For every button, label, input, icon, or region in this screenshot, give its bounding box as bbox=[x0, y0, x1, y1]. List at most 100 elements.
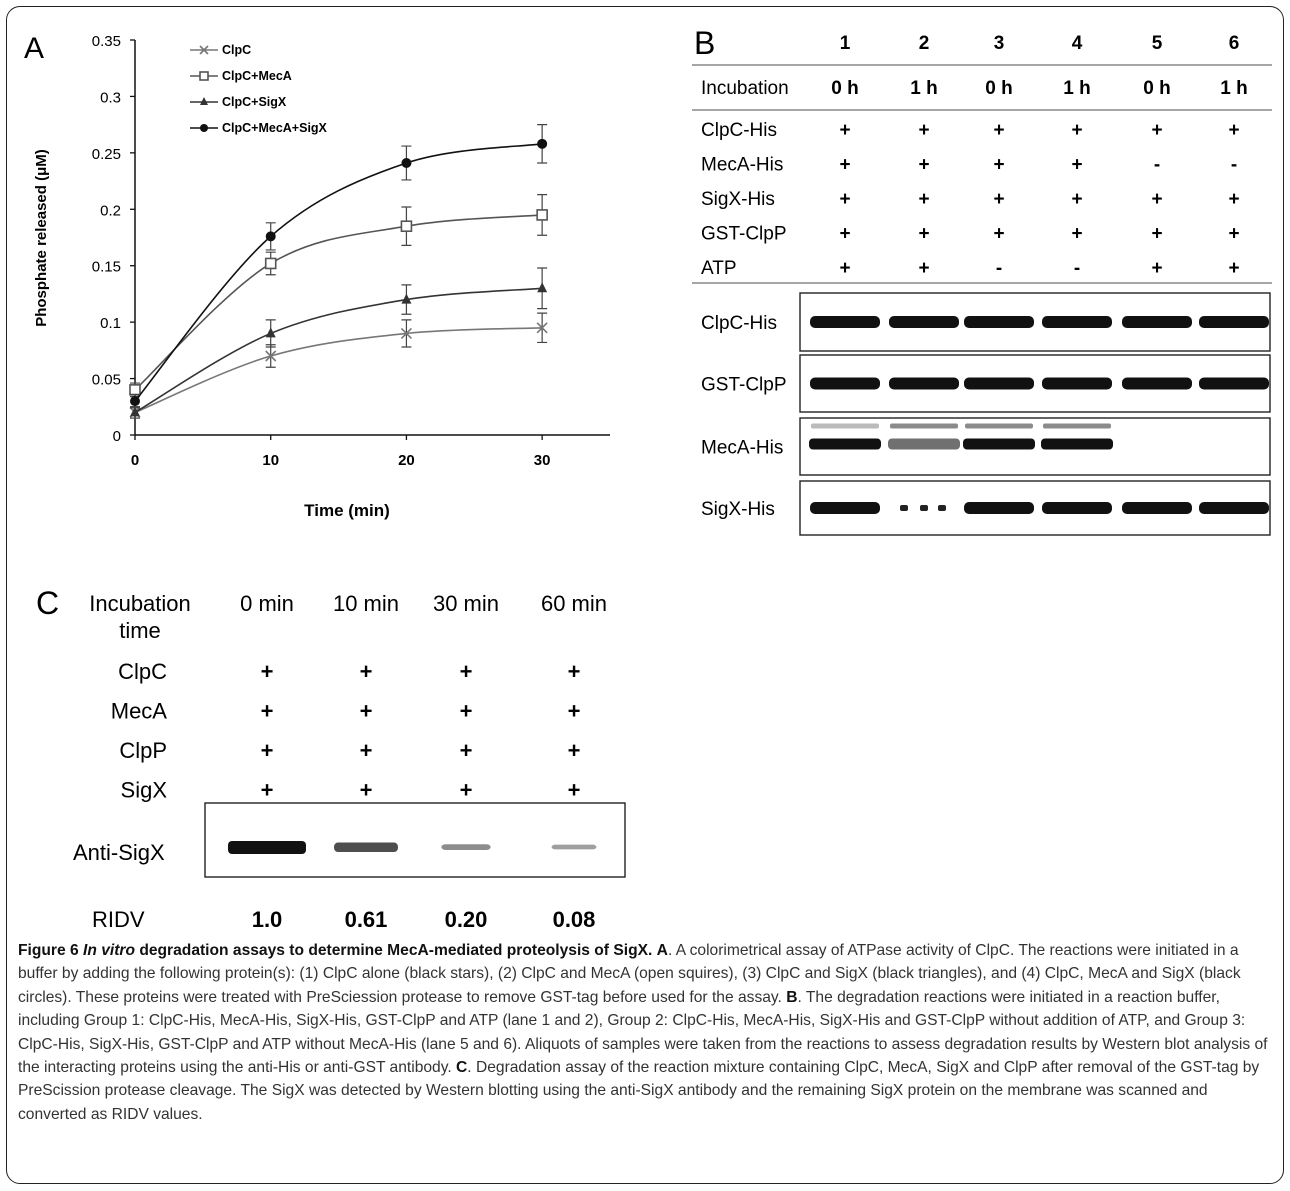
y-tick-label: 0.35 bbox=[92, 33, 121, 50]
ridv-value: 0.20 bbox=[445, 907, 488, 932]
reagent-value: + bbox=[993, 155, 1004, 176]
panel-b-letter: B bbox=[694, 25, 715, 61]
reagent-value: - bbox=[996, 258, 1002, 279]
data-point bbox=[400, 220, 413, 233]
ridv-value: 1.0 bbox=[252, 907, 283, 932]
reagent-value: + bbox=[839, 155, 850, 176]
incubation-value: 0 h bbox=[985, 78, 1012, 99]
lane-number: 1 bbox=[840, 33, 851, 54]
blot-label: GST-ClpP bbox=[701, 375, 787, 396]
y-tick-label: 0.2 bbox=[100, 202, 121, 219]
blot-band bbox=[1042, 377, 1112, 390]
lane-number: 4 bbox=[1072, 33, 1083, 54]
data-point bbox=[199, 45, 209, 55]
blot-band bbox=[1199, 316, 1269, 328]
series-line bbox=[134, 214, 543, 391]
reagent-value: + bbox=[568, 778, 581, 803]
data-point bbox=[264, 257, 277, 270]
data-point bbox=[536, 209, 548, 221]
series-line bbox=[134, 326, 543, 414]
reagent-value: + bbox=[1228, 224, 1239, 245]
caption-title-italic: In vitro bbox=[83, 942, 135, 959]
lane-number: 3 bbox=[994, 33, 1005, 54]
blot-band bbox=[964, 377, 1034, 390]
reagent-value: + bbox=[839, 120, 850, 141]
panel-a-series bbox=[129, 124, 548, 419]
y-tick-label: 0.1 bbox=[100, 315, 121, 332]
reagent-value: - bbox=[1154, 155, 1160, 176]
series-line bbox=[134, 143, 543, 402]
data-point bbox=[129, 384, 141, 396]
ridv-values: 1.0 0.61 0.20 0.08 bbox=[252, 907, 596, 932]
blot-band-upper bbox=[965, 423, 1033, 429]
data-point bbox=[401, 158, 412, 169]
x-axis-label: Time (min) bbox=[304, 501, 390, 520]
blot-band bbox=[964, 316, 1034, 328]
reagent-value: + bbox=[918, 224, 929, 245]
reagent-label: ClpC-His bbox=[701, 120, 777, 141]
reagent-value: + bbox=[918, 120, 929, 141]
caption-c-text: . Degradation assay of the reaction mixt… bbox=[18, 1059, 1260, 1123]
blot-band bbox=[889, 377, 959, 390]
incubation-value: 1 h bbox=[1220, 78, 1247, 99]
blot-frame bbox=[204, 802, 626, 878]
panel-c-incubation-label-2: time bbox=[119, 618, 161, 643]
legend-label: ClpC+MecA bbox=[222, 69, 292, 83]
data-point bbox=[199, 71, 209, 81]
reagent-value: + bbox=[1228, 189, 1239, 210]
reagent-label: MecA-His bbox=[701, 155, 783, 176]
incubation-value: 0 h bbox=[831, 78, 858, 99]
reagent-value: + bbox=[460, 738, 473, 763]
time-label: 10 min bbox=[333, 591, 399, 616]
reagent-value: + bbox=[360, 778, 373, 803]
incubation-value: 1 h bbox=[1063, 78, 1090, 99]
time-label: 0 min bbox=[240, 591, 294, 616]
blot-band bbox=[1199, 377, 1269, 390]
reagent-value: + bbox=[1151, 189, 1162, 210]
reagent-value: + bbox=[1071, 224, 1082, 245]
time-label: 60 min bbox=[541, 591, 607, 616]
blot-band bbox=[1042, 502, 1112, 514]
legend-label: ClpC+MecA+SigX bbox=[222, 121, 328, 135]
legend-label: ClpC+SigX bbox=[222, 95, 287, 109]
data-point bbox=[265, 231, 276, 242]
figure-caption: Figure 6 In vitro degradation assays to … bbox=[18, 939, 1276, 1126]
x-tick-label: 30 bbox=[534, 452, 551, 469]
blot-band bbox=[1199, 502, 1269, 514]
panel-b-blots: ClpC-His GST-ClpP MecA-His SigX-His bbox=[701, 292, 1271, 536]
blot-band bbox=[810, 316, 880, 328]
y-tick-label: 0.25 bbox=[92, 146, 121, 163]
reagent-value: + bbox=[839, 189, 850, 210]
reagent-value: + bbox=[568, 659, 581, 684]
lane-number: 2 bbox=[919, 33, 930, 54]
panel-c-table: 0 min 10 min 30 min 60 min ClpC + + + + MecA + + + + C… bbox=[111, 591, 607, 803]
data-point bbox=[537, 282, 548, 293]
blot-band bbox=[334, 842, 398, 853]
time-label: 30 min bbox=[433, 591, 499, 616]
blot-band bbox=[964, 502, 1034, 514]
reagent-value: + bbox=[360, 659, 373, 684]
data-point bbox=[401, 293, 412, 304]
reagent-value: + bbox=[1071, 189, 1082, 210]
reagent-value: + bbox=[839, 258, 850, 279]
blot-band bbox=[888, 438, 960, 450]
panel-c-blot bbox=[204, 802, 626, 878]
panel-b: B 1 0 h 2 1 h 3 0 h 4 1 h 5 0 h 6 1 h Incubation ClpC… bbox=[692, 25, 1272, 536]
caption-a-label: A bbox=[656, 942, 668, 959]
reagent-label: MecA bbox=[111, 699, 168, 724]
blot-band bbox=[1122, 316, 1192, 328]
reagent-value: + bbox=[460, 699, 473, 724]
reagent-value: + bbox=[1071, 155, 1082, 176]
y-tick-label: 0.05 bbox=[92, 372, 121, 389]
blot-band bbox=[228, 841, 306, 854]
blot-band bbox=[810, 377, 880, 390]
panel-a-axes: 0 0.05 0.1 0.15 0.2 0.25 0.3 0.35 0 10 20 30 bbox=[92, 33, 610, 469]
data-point bbox=[265, 327, 276, 338]
panel-a-legend: ClpC ClpC+MecA ClpC+SigX ClpC+MecA+SigX bbox=[190, 43, 328, 135]
reagent-value: + bbox=[839, 224, 850, 245]
panel-c-incubation-label: Incubation bbox=[89, 591, 191, 616]
blot-band bbox=[1122, 377, 1192, 390]
reagent-label: GST-ClpP bbox=[701, 224, 787, 245]
x-tick-label: 10 bbox=[262, 452, 279, 469]
caption-b-text: . The degradation reactions were initiat… bbox=[18, 988, 1268, 1077]
